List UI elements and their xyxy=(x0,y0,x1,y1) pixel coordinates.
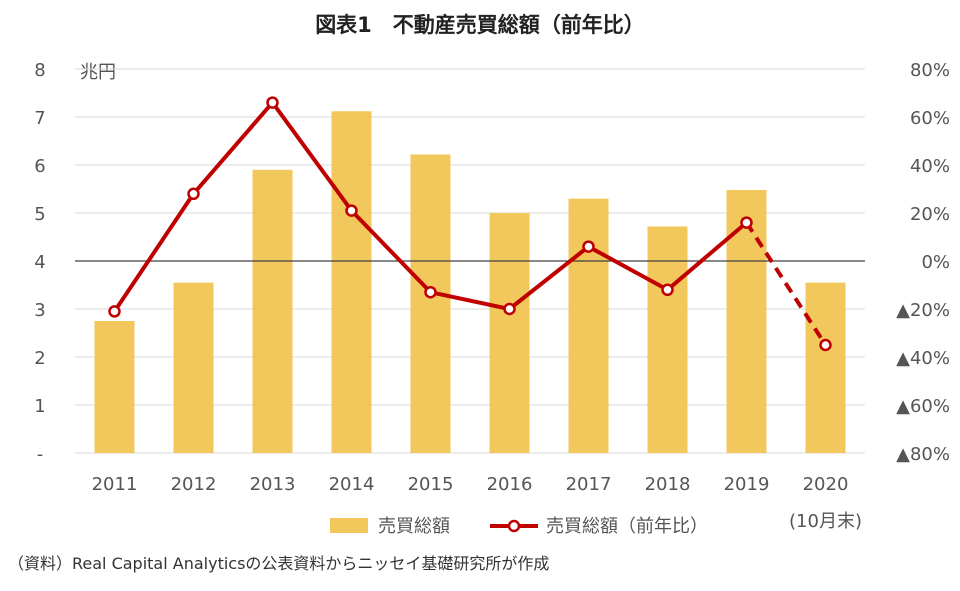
yoy-line-dashed xyxy=(744,221,828,347)
right-tick-label: 60% xyxy=(910,108,950,129)
bar xyxy=(489,213,530,453)
yoy-point xyxy=(266,96,279,109)
category-note: (10月末) xyxy=(789,511,862,532)
category-label: 2016 xyxy=(487,474,533,495)
bar xyxy=(568,198,609,453)
yoy-point xyxy=(661,283,674,297)
category-label: 2011 xyxy=(92,474,138,495)
legend-label-bar: 売買総額 xyxy=(378,516,450,537)
category-label: 2014 xyxy=(329,474,375,495)
category-label: 2020 xyxy=(803,474,849,495)
bar xyxy=(647,226,688,453)
left-tick-label: 1 xyxy=(34,396,45,417)
category-label: 2015 xyxy=(408,474,454,495)
yoy-point xyxy=(819,338,832,352)
left-tick-label: 7 xyxy=(34,108,45,129)
category-label: 2013 xyxy=(250,474,296,495)
right-tick-label: 20% xyxy=(910,204,950,225)
right-tick-label: ▲40% xyxy=(896,348,950,369)
legend-swatch-bar xyxy=(330,518,368,533)
yoy-point xyxy=(503,302,516,316)
left-tick-label: 5 xyxy=(34,204,45,225)
yoy-point xyxy=(582,240,595,253)
bar xyxy=(173,282,214,453)
left-tick-label: - xyxy=(37,444,44,465)
left-tick-label: 8 xyxy=(34,60,45,81)
category-label: 2019 xyxy=(724,474,770,495)
chart-title: 図表1 不動産売買総額（前年比） xyxy=(315,13,645,37)
legend-label-line: 売買総額（前年比） xyxy=(546,516,708,537)
yoy-point xyxy=(424,285,437,299)
left-tick-label: 2 xyxy=(34,348,45,369)
bar xyxy=(252,169,293,454)
legend-marker-line xyxy=(507,519,521,533)
right-tick-label: ▲80% xyxy=(896,444,950,465)
source-note: （資料）Real Capital Analyticsの公表資料からニッセイ基礎研… xyxy=(8,554,549,573)
yoy-point xyxy=(345,204,358,217)
yoy-point xyxy=(187,187,200,201)
right-tick-label: ▲60% xyxy=(896,396,950,417)
bar xyxy=(94,321,135,453)
bar xyxy=(726,189,767,453)
category-label: 2017 xyxy=(566,474,612,495)
unit-label: 兆円 xyxy=(80,62,116,83)
left-tick-label: 3 xyxy=(34,300,45,321)
left-tick-label: 6 xyxy=(34,156,45,177)
bar xyxy=(410,154,451,453)
right-tick-label: 40% xyxy=(910,156,950,177)
right-tick-label: ▲20% xyxy=(896,300,950,321)
category-label: 2012 xyxy=(171,474,217,495)
right-tick-label: 80% xyxy=(910,60,950,81)
left-tick-label: 4 xyxy=(34,252,45,273)
yoy-point xyxy=(740,216,753,229)
bar xyxy=(805,282,846,453)
category-label: 2018 xyxy=(645,474,691,495)
bar xyxy=(331,111,372,454)
right-tick-label: 0% xyxy=(921,252,950,273)
yoy-point xyxy=(108,305,121,318)
